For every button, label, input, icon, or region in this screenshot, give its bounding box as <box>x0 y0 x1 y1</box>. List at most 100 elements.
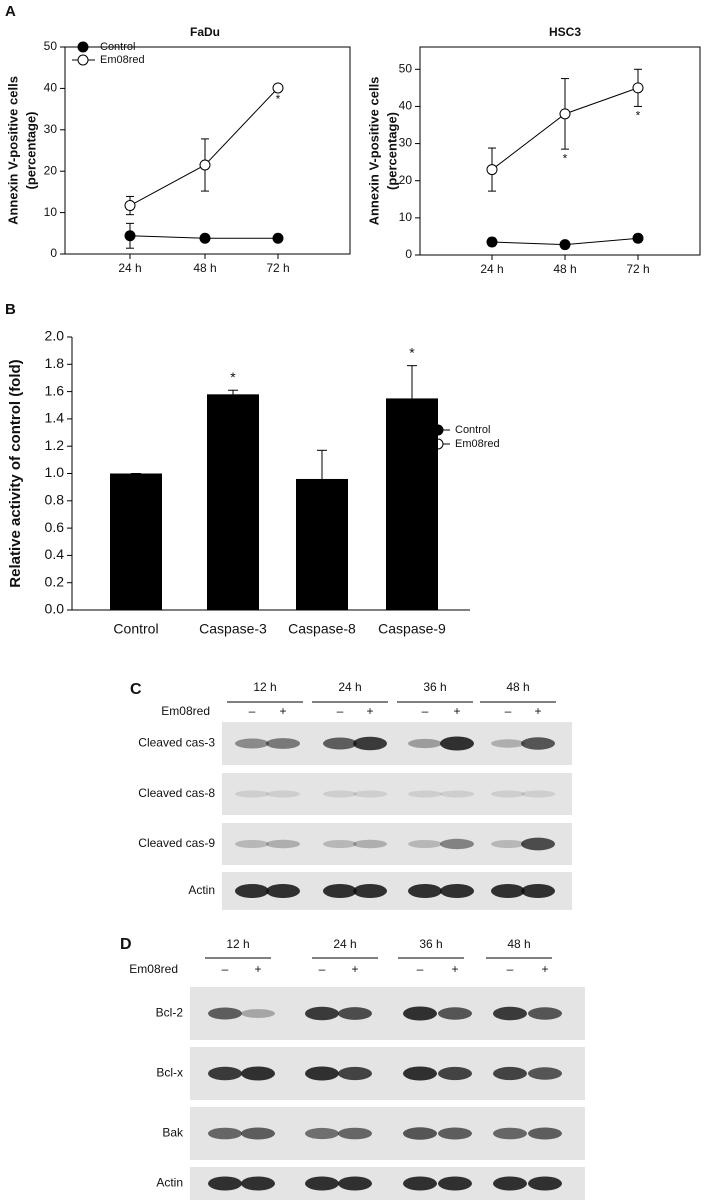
y-tick-label: 0 <box>405 247 412 261</box>
y-axis-label: (percentage) <box>384 112 399 190</box>
blot-band <box>440 884 474 898</box>
blot-band <box>235 840 269 848</box>
blot-band <box>408 738 442 749</box>
blot-band <box>408 884 442 898</box>
blot-band <box>493 1006 527 1021</box>
y-axis-label: Relative activity of control (fold) <box>7 359 24 587</box>
row-label: Cleaved cas-3 <box>138 736 215 750</box>
blot-band <box>305 1066 339 1081</box>
legend-marker <box>77 54 89 66</box>
sign-label: – <box>319 962 326 976</box>
blot-band <box>403 1127 437 1140</box>
blot-band <box>493 1127 527 1140</box>
sign-label: + <box>453 704 460 718</box>
time-label: 12 h <box>253 680 276 694</box>
panel-label: C <box>130 681 142 698</box>
plot-frame <box>419 46 701 256</box>
blot-band <box>493 1176 527 1191</box>
blot-band <box>323 790 357 798</box>
blot-band <box>438 1176 472 1191</box>
y-tick-label: 0.6 <box>45 519 65 535</box>
blot-band <box>338 1007 372 1020</box>
y-tick-label: 20 <box>44 163 58 177</box>
error-bar <box>317 449 327 479</box>
blot-band <box>338 1176 372 1191</box>
sign-label: – <box>337 704 344 718</box>
significance: * <box>636 109 641 123</box>
point <box>272 82 284 94</box>
y-tick-label: 20 <box>399 173 413 187</box>
blot-band <box>353 839 387 849</box>
row-label: Bcl-x <box>156 1066 183 1080</box>
bar <box>296 478 348 610</box>
time-label: 24 h <box>338 680 361 694</box>
legend-marker <box>77 41 89 53</box>
point <box>199 159 211 171</box>
blot-band <box>241 1127 275 1140</box>
chart-title: FaDu <box>190 25 220 39</box>
time-label: 36 h <box>423 680 446 694</box>
x-tick-label: Control <box>113 621 158 637</box>
blot-band <box>305 1006 339 1021</box>
row-label: Actin <box>156 1176 183 1190</box>
sign-label: – <box>507 962 514 976</box>
blot-band <box>491 739 525 748</box>
y-tick-label: 2.0 <box>45 328 65 344</box>
blot-band <box>338 1066 372 1081</box>
panel-label: B <box>5 301 16 318</box>
blot-band <box>266 884 300 898</box>
row-label: Bak <box>162 1126 184 1140</box>
y-tick-label: 0 <box>50 246 57 260</box>
blot-band <box>491 790 525 798</box>
blot-band <box>353 884 387 898</box>
sign-label: + <box>351 962 358 976</box>
blot-band <box>266 839 300 849</box>
blot-band <box>521 790 555 798</box>
blot-band <box>353 790 387 798</box>
y-axis-label: (percentage) <box>23 111 38 189</box>
sign-label: + <box>451 962 458 976</box>
blot-band <box>491 840 525 848</box>
y-tick-label: 50 <box>44 39 58 53</box>
sign-label: – <box>222 962 229 976</box>
point <box>124 200 136 212</box>
blot-band <box>408 840 442 848</box>
treatment-label: Em08red <box>129 962 178 976</box>
point <box>272 232 284 244</box>
blot-band <box>235 790 269 798</box>
legend-label: Em08red <box>455 438 500 450</box>
y-tick-label: 1.0 <box>45 464 65 480</box>
y-tick-label: 0.2 <box>45 573 65 589</box>
y-tick-label: 0.4 <box>45 546 65 562</box>
blot-band <box>208 1066 242 1081</box>
y-tick-label: 40 <box>44 81 58 95</box>
blot-band <box>440 838 474 850</box>
significance: * <box>276 92 281 106</box>
panel-label: D <box>120 936 132 953</box>
panel-label: A <box>5 3 16 20</box>
blot-band <box>438 1127 472 1140</box>
sign-label: + <box>366 704 373 718</box>
significance: * <box>230 369 236 385</box>
bar <box>386 398 438 610</box>
row-label: Cleaved cas-9 <box>138 836 215 850</box>
y-tick-label: 1.4 <box>45 410 65 426</box>
error-bar <box>228 389 238 395</box>
blot-strip <box>222 773 572 815</box>
blot-band <box>521 837 555 851</box>
point <box>199 232 211 244</box>
x-tick-label: 72 h <box>626 262 649 276</box>
y-tick-label: 30 <box>44 122 58 136</box>
x-tick-label: Caspase-3 <box>199 621 267 637</box>
sign-label: + <box>541 962 548 976</box>
time-label: 36 h <box>419 937 442 951</box>
x-tick-label: Caspase-8 <box>288 621 356 637</box>
point <box>632 82 644 94</box>
error-bar <box>407 365 417 399</box>
legend-label: Em08red <box>100 54 145 66</box>
blot-band <box>403 1066 437 1081</box>
sign-label: – <box>249 704 256 718</box>
x-tick-label: 48 h <box>193 261 216 275</box>
blot-band <box>528 1007 562 1020</box>
x-tick-label: 24 h <box>480 262 503 276</box>
